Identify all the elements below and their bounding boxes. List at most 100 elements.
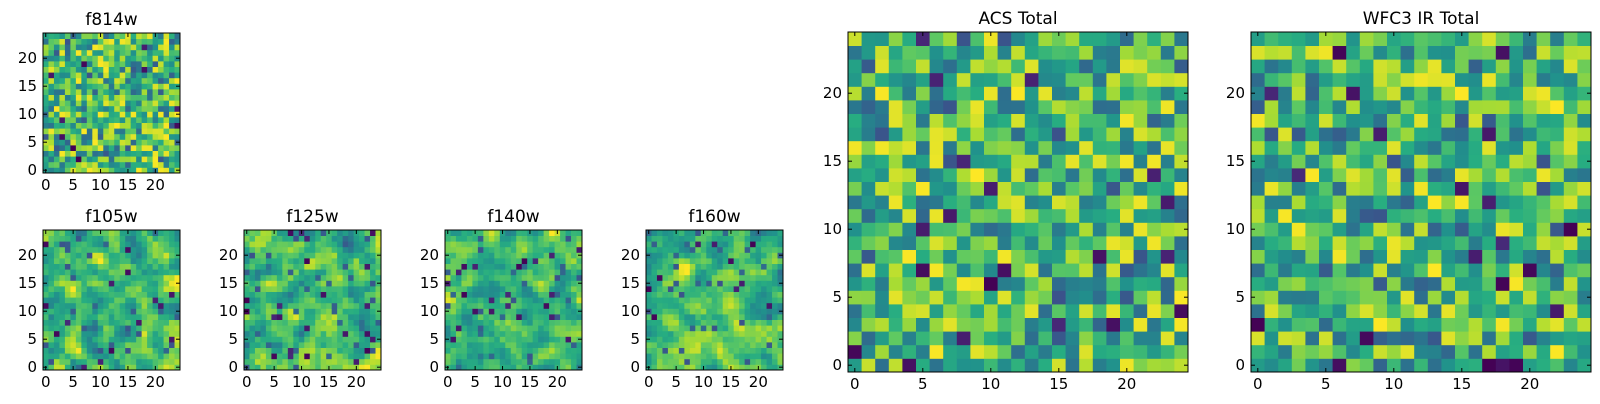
heatmap-cell [445,246,451,253]
heatmap-cell [916,72,930,87]
heatmap-cell [1523,304,1537,318]
heatmap-cell [997,72,1012,87]
heatmap-cell [455,314,462,320]
y-tick-label: 15 [18,77,37,95]
heatmap-cell [375,286,382,292]
heatmap-cell [1536,140,1551,155]
heatmap-cell [1133,249,1148,264]
x-tick-label: 20 [1520,375,1539,393]
heatmap-cell [48,117,55,123]
heatmap-cell [1455,236,1469,250]
heatmap-cell [315,358,322,365]
heatmap-cell [1427,59,1442,74]
heatmap-cell [1346,222,1361,237]
heatmap-cell [293,258,300,264]
heatmap-cell [249,246,256,253]
heatmap-cell [370,291,376,298]
heatmap-cell [1482,127,1497,142]
heatmap-cell [152,100,159,107]
heatmap-cell [1264,222,1279,237]
heatmap-cell [733,269,740,276]
heatmap-cell [1251,236,1265,250]
heatmap-cell [1065,331,1080,346]
heatmap-cell [510,336,517,343]
heatmap-cell [861,181,876,196]
heatmap-cell [984,140,998,155]
heatmap-cell [543,246,550,253]
heatmap-cell [466,269,473,276]
heatmap-cell [450,246,457,253]
x-tick-label: 5 [918,375,928,393]
heatmap-cell [320,302,327,309]
heatmap-cell [875,140,890,155]
heatmap-cell [1359,344,1374,359]
heatmap-cell [81,66,88,73]
heatmap-cell [158,314,164,320]
heatmap-cell [450,258,457,264]
heatmap-cell [64,44,71,51]
heatmap-cell [956,263,971,278]
heatmap-cell [1160,195,1175,210]
heatmap-cell [1441,32,1456,46]
heatmap-cell [136,280,143,287]
heatmap-cell [364,235,371,242]
heatmap-cell [1319,140,1333,155]
heatmap-cell [43,286,49,292]
heatmap-cell [43,314,49,320]
x-tick-label: 15 [520,373,539,391]
heatmap-cell [125,274,132,281]
heatmap-cell [1174,222,1189,237]
heatmap-cell [174,61,181,67]
heatmap-cell [287,353,294,360]
heatmap-cell [1052,344,1066,359]
heatmap-cell [1160,263,1175,278]
heatmap-cell [331,297,338,304]
heatmap-cell [1291,290,1306,305]
heatmap-cell [728,347,735,354]
heatmap-cell [359,246,365,253]
heatmap-cell [158,336,164,343]
heatmap-cell [114,122,121,129]
heatmap-cell [53,263,60,270]
heatmap-cell [337,263,344,270]
heatmap-cell [158,342,164,348]
heatmap-cell [108,139,115,146]
heatmap-cell [103,330,110,337]
heatmap-cell [689,274,696,281]
heatmap-cell [1346,45,1361,60]
heatmap-cell [1509,331,1524,346]
heatmap-cell [956,45,971,60]
heatmap-cell [902,45,917,60]
heatmap-cell [750,325,756,332]
heatmap-cell [750,269,756,276]
heatmap-cell [97,269,104,276]
heatmap-cell [163,61,170,67]
heatmap-cell [331,330,338,337]
heatmap-cell [59,274,66,281]
heatmap-cell [1174,86,1189,101]
heatmap-cell [158,150,164,157]
heatmap-cell [450,314,457,320]
heatmap-cell [929,72,944,87]
heatmap-cell [304,235,311,242]
heatmap-cell [510,263,517,270]
heatmap-cell [1523,317,1537,332]
heatmap-cell [1346,113,1361,128]
heatmap-cell [174,241,181,248]
heatmap-cell [1577,154,1592,169]
heatmap-cell [169,128,175,135]
heatmap-cell [861,317,876,332]
heatmap-cell [565,269,572,276]
heatmap-cell [565,342,572,348]
heatmap-cell [466,246,473,253]
heatmap-cell [916,249,930,264]
heatmap-cell [43,89,49,95]
heatmap-cell [147,128,153,135]
heatmap-cell [521,347,528,354]
heatmap-cell [646,347,652,354]
heatmap-cell [1011,358,1026,373]
heatmap-cell [689,358,696,365]
heatmap-cell [1052,181,1066,196]
heatmap-cell [565,358,572,365]
heatmap-cell [359,235,365,242]
